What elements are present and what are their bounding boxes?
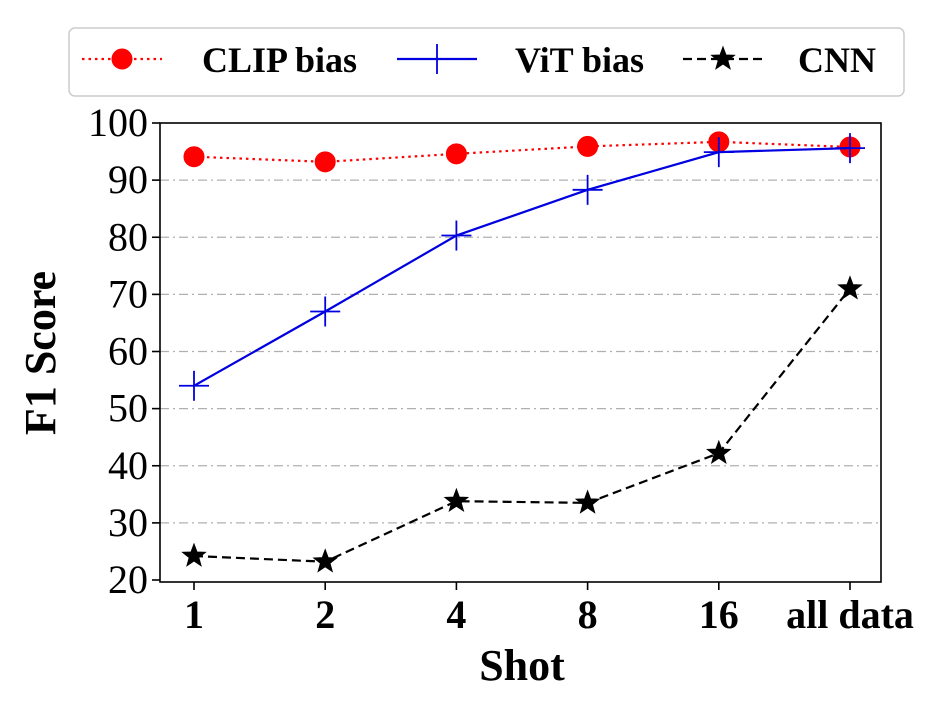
legend-item-clip-bias: CLIP bias [82,40,357,80]
x-tick-label-4: 16 [699,592,739,637]
series-layer [179,131,865,573]
y-tick-label-30: 30 [108,500,148,545]
legend-marker-cnn [710,45,736,70]
legend-marker-clip-bias [111,48,133,70]
legend-frame [68,27,905,97]
data-point-clip-bias-3 [577,135,599,157]
series-cnn [181,275,863,573]
y-tick-label-100: 100 [88,100,148,145]
legend-label-vit-bias: ViT bias [515,40,644,80]
plot-area-frame [159,122,882,583]
data-point-cnn-3 [574,489,601,514]
y-axis: 20 30 40 50 60 70 80 90 100 [88,100,160,602]
y-tick-label-60: 60 [108,329,148,374]
x-tick-label-1: 2 [315,592,335,637]
data-point-vit-bias-1 [310,296,341,327]
data-point-cnn-2 [443,487,470,513]
legend-item-vit-bias: ViT bias [397,40,644,80]
y-tick-label-20: 20 [108,557,148,602]
y-tick-label-70: 70 [108,271,148,316]
y-tick-label-40: 40 [108,443,148,488]
data-point-vit-bias-0 [179,370,209,401]
series-clip-bias [183,131,861,173]
data-point-cnn-4 [706,439,732,465]
data-point-vit-bias-2 [441,220,472,251]
data-point-vit-bias-4 [703,137,734,168]
x-tick-label-0: 1 [184,592,204,637]
legend-label-clip-bias: CLIP bias [202,40,357,80]
series-line-vit-bias [193,147,851,387]
data-point-clip-bias-2 [445,143,467,165]
series-vit-bias [179,133,865,401]
x-tick-label-3: 8 [578,592,598,637]
x-axis: 1 2 4 8 16 all data [184,582,914,637]
data-point-clip-bias-1 [314,151,336,173]
x-tick-label-5: all data [786,592,914,637]
legend-items: CLIP bias ViT bias CNN [82,40,876,80]
data-point-cnn-1 [312,548,338,573]
legend: CLIP bias ViT bias CNN [68,27,905,97]
y-tick-label-50: 50 [108,386,148,431]
data-point-cnn-0 [181,542,207,567]
x-axis-label: Shot [479,641,565,690]
data-point-clip-bias-0 [183,146,205,168]
legend-item-cnn: CNN [683,40,876,80]
y-tick-label-90: 90 [108,157,148,202]
series-line-clip-bias [193,140,851,163]
legend-marker-vit-bias [422,44,452,74]
data-point-vit-bias-5 [835,133,865,164]
grid-layer [160,179,881,524]
x-tick-label-2: 4 [446,592,466,637]
series-line-cnn [193,287,851,563]
data-point-vit-bias-3 [572,174,603,205]
data-point-cnn-5 [837,275,863,300]
y-tick-label-80: 80 [108,214,148,259]
y-axis-label: F1 Score [16,271,65,435]
legend-label-cnn: CNN [798,40,876,80]
